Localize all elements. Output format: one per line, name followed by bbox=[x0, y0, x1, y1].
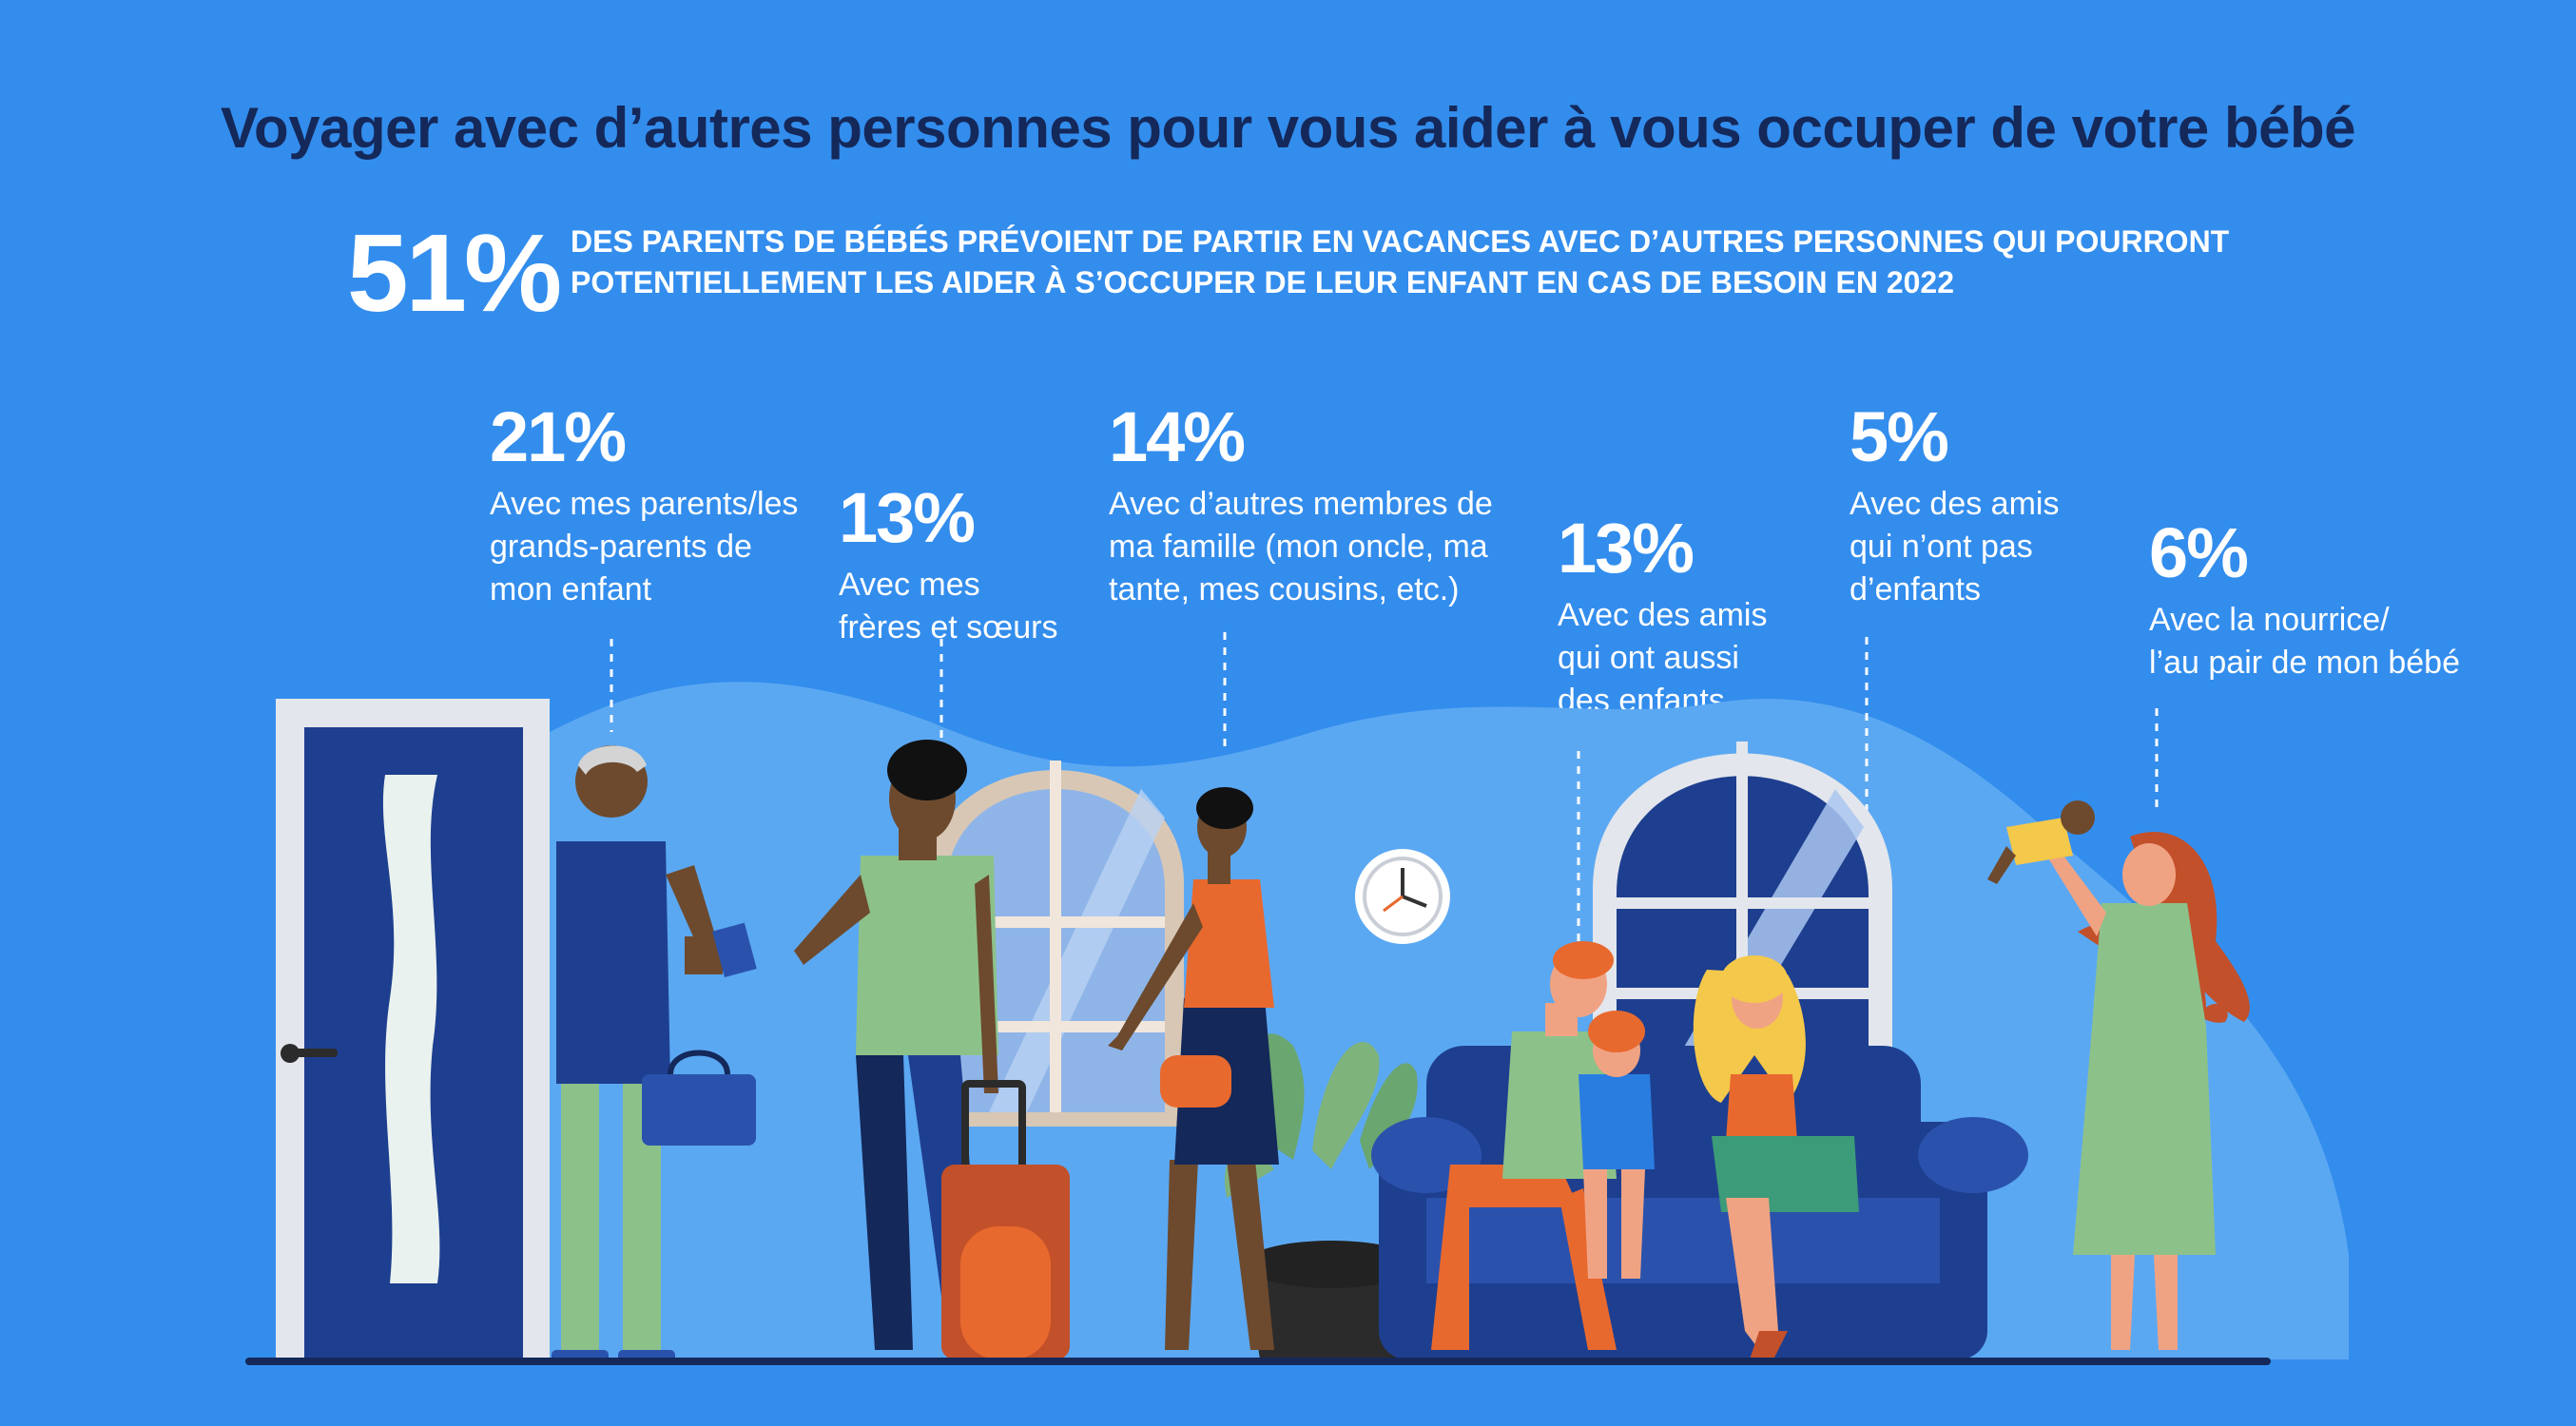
stat-percent: 13% bbox=[839, 478, 976, 557]
stat-label-line: Avec mes bbox=[839, 567, 980, 603]
stat-label-line: ma famille (mon oncle, ma bbox=[1109, 529, 1488, 565]
stat-percent: 5% bbox=[1850, 397, 1949, 476]
stat-siblings: 13% Avec mes frères et sœurs bbox=[839, 478, 1057, 649]
stat-label-line: l’au pair de mon bébé bbox=[2149, 645, 2461, 681]
suitcase bbox=[941, 1080, 1070, 1359]
door bbox=[276, 699, 550, 1359]
page-title: Voyager avec d’autres personnes pour vou… bbox=[220, 96, 2356, 160]
stat-label: Avec des amis qui n’ont pas d’enfants bbox=[1850, 483, 2059, 611]
stat-label-line: d’enfants bbox=[1850, 571, 1981, 607]
stat-friends-with-children: 13% Avec des amis qui ont aussi des enfa… bbox=[1558, 509, 1767, 723]
floor-line bbox=[245, 1358, 2271, 1365]
headline-text: DES PARENTS DE BÉBÉS PRÉVOIENT DE PARTIR… bbox=[571, 222, 2301, 303]
person-grandfather bbox=[552, 745, 757, 1361]
stat-nanny: 6% Avec la nourrice/ l’au pair de mon bé… bbox=[2149, 513, 2460, 684]
stat-percent: 21% bbox=[490, 397, 627, 476]
person-nanny-baby bbox=[1987, 800, 2250, 1350]
stat-label-line: frères et sœurs bbox=[839, 609, 1058, 646]
stat-grandparents: 21% Avec mes parents/les grands-parents … bbox=[490, 397, 798, 611]
stat-label-line: Avec mes parents/les bbox=[490, 486, 799, 522]
stat-label-line: qui ont aussi bbox=[1558, 640, 1739, 676]
stat-label-line: grands-parents de bbox=[490, 529, 752, 565]
headline-line-1: DES PARENTS DE BÉBÉS PRÉVOIENT DE PARTIR… bbox=[571, 224, 2230, 259]
clock-icon bbox=[1355, 849, 1450, 944]
stat-percent: 14% bbox=[1109, 397, 1246, 476]
stat-percent: 6% bbox=[2149, 513, 2249, 592]
stat-label: Avec mes frères et sœurs bbox=[839, 564, 1057, 649]
stat-label-line: Avec d’autres membres de bbox=[1109, 486, 1493, 522]
stat-other-family: 14% Avec d’autres membres de ma famille … bbox=[1109, 397, 1493, 611]
stat-label-line: tante, mes cousins, etc.) bbox=[1109, 571, 1460, 607]
stat-label: Avec des amis qui ont aussi des enfants bbox=[1558, 594, 1767, 723]
stat-label-line: Avec la nourrice/ bbox=[2149, 602, 2390, 638]
stat-label-line: Avec des amis bbox=[1850, 486, 2060, 522]
stat-label: Avec d’autres membres de ma famille (mon… bbox=[1109, 483, 1493, 611]
stat-friends-without-children: 5% Avec des amis qui n’ont pas d’enfants bbox=[1850, 397, 2059, 611]
person-father-child bbox=[1431, 941, 1655, 1350]
headline-line-2: POTENTIELLEMENT LES AIDER À S’OCCUPER DE… bbox=[571, 265, 1955, 299]
person-mother-sofa bbox=[1693, 955, 1859, 1359]
stat-label-line: mon enfant bbox=[490, 571, 652, 607]
stat-label: Avec mes parents/les grands-parents de m… bbox=[490, 483, 798, 611]
stat-label-line: qui n’ont pas bbox=[1850, 529, 2033, 565]
stat-label-line: Avec des amis bbox=[1558, 597, 1768, 633]
stat-label: Avec la nourrice/ l’au pair de mon bébé bbox=[2149, 599, 2460, 684]
person-woman-orange bbox=[1108, 787, 1279, 1350]
stat-percent: 13% bbox=[1558, 509, 1695, 588]
headline-percent: 51% bbox=[347, 211, 562, 335]
